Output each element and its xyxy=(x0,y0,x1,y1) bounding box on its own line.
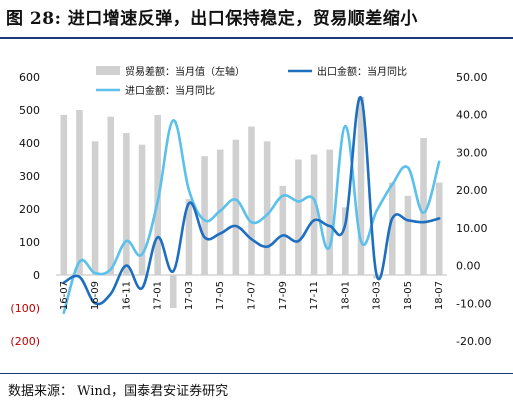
bar-16-07 xyxy=(60,114,68,275)
y-left-tick: 100 xyxy=(19,236,40,249)
x-tick-16-07: 16-07 xyxy=(59,281,70,310)
bar-18-01 xyxy=(342,207,349,275)
bar-17-11 xyxy=(310,154,318,275)
bar-18-06 xyxy=(420,138,427,275)
source-note: 数据来源： Wind，国泰君安证券研究 xyxy=(8,384,229,399)
y-left-tick: (100) xyxy=(10,302,40,315)
x-tick-18-03: 18-03 xyxy=(372,281,383,310)
y-axis-right: -20.00 -10.00 0.00 10.00 20.00 30.00 40.00 50.0… xyxy=(456,71,491,348)
legend-item-export: 出口金额：当月同比 xyxy=(288,65,407,78)
bar-17-04 xyxy=(201,156,208,275)
bar-18-02 xyxy=(357,96,365,275)
y-left-tick: 500 xyxy=(19,104,40,117)
bar-18-04 xyxy=(388,182,396,275)
source-rule xyxy=(0,373,513,374)
title-rule xyxy=(0,37,513,39)
bar-17-06 xyxy=(232,139,240,275)
legend-item-balance: 贸易差额：当月值（左轴） xyxy=(96,65,245,78)
bar-16-08 xyxy=(76,110,83,275)
lines xyxy=(62,96,441,315)
y-right-tick: 10.00 xyxy=(456,222,488,235)
bar-17-03 xyxy=(185,199,193,275)
legend-label: 贸易差额：当月值（左轴） xyxy=(125,65,245,78)
legend-label: 进口金额：当月同比 xyxy=(125,84,215,97)
y-left-tick: 400 xyxy=(19,137,40,150)
y-right-tick: 0.00 xyxy=(456,260,481,273)
x-tick-17-09: 17-09 xyxy=(278,281,289,310)
y-left-tick: 200 xyxy=(19,203,40,216)
bar-16-10 xyxy=(107,116,115,275)
x-tick-18-07: 18-07 xyxy=(434,281,445,310)
y-left-tick: 300 xyxy=(19,170,40,183)
y-left-tick: 0 xyxy=(33,269,40,282)
x-tick-16-09: 16-09 xyxy=(90,281,101,310)
y-right-tick: 20.00 xyxy=(456,184,488,197)
y-right-tick: -10.00 xyxy=(456,297,491,310)
y-axis-left: (200) (100) 0 100 200 300 400 500 600 xyxy=(10,71,40,348)
x-tick-17-03: 17-03 xyxy=(184,281,195,310)
y-right-tick: 40.00 xyxy=(456,109,488,122)
bar-18-07 xyxy=(435,182,443,275)
legend-swatch xyxy=(96,66,120,75)
y-left-tick: (200) xyxy=(10,335,40,348)
line-import-yoy xyxy=(62,119,441,315)
bar-17-12 xyxy=(326,149,333,275)
x-tick-17-05: 17-05 xyxy=(215,281,226,310)
figure-title: 图 28: 进口增速反弹，出口保持稳定，贸易顺差缩小 xyxy=(6,9,418,29)
bar-16-11 xyxy=(123,133,130,275)
y-right-tick: 30.00 xyxy=(456,146,488,159)
bar-16-12 xyxy=(138,144,146,275)
y-left-tick: 600 xyxy=(19,71,40,84)
bar-17-09 xyxy=(279,185,287,275)
x-tick-17-11: 17-11 xyxy=(309,281,320,310)
x-tick-17-07: 17-07 xyxy=(247,281,258,310)
bar-17-08 xyxy=(263,141,271,275)
x-tick-16-11: 16-11 xyxy=(121,281,132,310)
line-export-yoy xyxy=(62,96,441,306)
legend-item-import: 进口金额：当月同比 xyxy=(96,84,215,97)
y-right-tick: 50.00 xyxy=(456,71,488,84)
x-tick-18-05: 18-05 xyxy=(403,281,414,310)
x-axis-ticks: 16-07 16-09 16-11 17-01 17-03 17-05 17-07 17-09… xyxy=(59,281,445,310)
bar-17-10 xyxy=(295,159,302,275)
legend-label: 出口金额：当月同比 xyxy=(317,65,407,78)
bar-18-05 xyxy=(404,195,412,275)
x-tick-18-01: 18-01 xyxy=(340,281,351,310)
bar-16-09 xyxy=(91,141,99,275)
x-tick-17-01: 17-01 xyxy=(153,281,164,310)
bar-17-02 xyxy=(170,275,177,308)
y-right-tick: -20.00 xyxy=(456,335,491,348)
bar-17-07 xyxy=(248,126,255,275)
